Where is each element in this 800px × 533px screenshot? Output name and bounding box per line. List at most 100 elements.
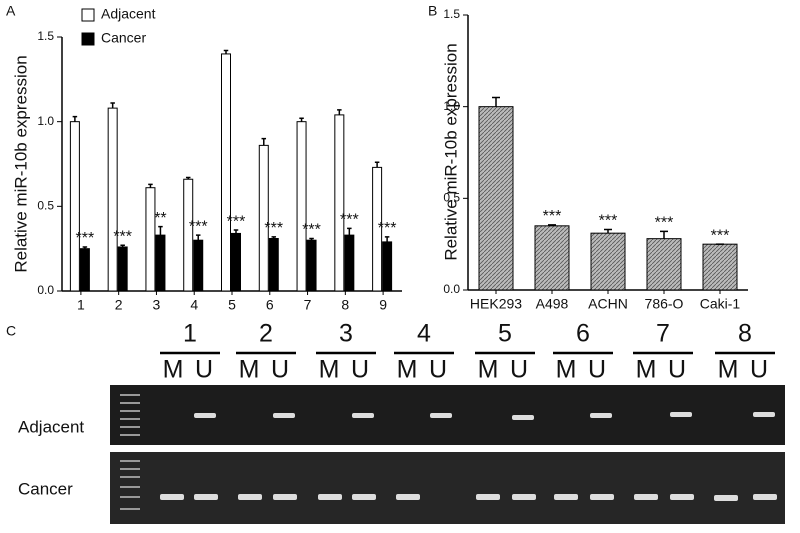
error-bar (548, 224, 556, 226)
y-axis-label: Relative miR-10b expression (11, 55, 30, 272)
error-bar (271, 236, 277, 239)
panel-label: A (6, 3, 16, 19)
significance-label: *** (113, 228, 132, 245)
y-tick-label: 0.5 (37, 199, 54, 213)
x-tick-label: 786-O (645, 296, 684, 312)
y-tick-label: 0.0 (443, 282, 460, 296)
lane-label: 6 (576, 320, 590, 348)
x-tick-label: A498 (536, 296, 569, 312)
significance-label: ** (154, 210, 166, 227)
x-tick-label: 3 (153, 297, 161, 313)
x-tick-label: HEK293 (470, 296, 522, 312)
bar (306, 239, 317, 292)
lane-label: 8 (738, 320, 752, 348)
significance-label: *** (711, 227, 730, 244)
row-label: Cancer (18, 479, 73, 498)
x-tick-label: 4 (190, 297, 198, 313)
significance-label: *** (302, 222, 321, 239)
bar (268, 238, 279, 292)
significance-label: *** (655, 215, 674, 232)
bar (702, 243, 738, 291)
significance-label: *** (189, 218, 208, 235)
lane-label: 7 (656, 320, 670, 348)
y-tick-label: 1.5 (37, 29, 54, 43)
significance-label: *** (76, 230, 95, 247)
y-tick-label: 0.0 (37, 283, 54, 297)
x-tick-label: 9 (379, 297, 387, 313)
well-label: M (556, 356, 577, 384)
well-label: U (668, 356, 686, 384)
x-tick-label: 1 (77, 297, 85, 313)
significance-label: *** (378, 220, 397, 237)
error-bar (337, 109, 342, 115)
error-bar (195, 234, 201, 241)
significance-label: *** (227, 213, 246, 230)
lane-label: 2 (259, 320, 273, 348)
x-tick-label: ACHN (588, 296, 628, 312)
gel-image (10, 385, 785, 524)
error-bar (492, 96, 500, 107)
significance-label: *** (543, 208, 562, 225)
bar (590, 232, 626, 291)
bar (334, 114, 345, 292)
well-label: U (750, 356, 768, 384)
bar (258, 144, 269, 292)
bar (221, 53, 231, 292)
y-axis-label: Relative miR-10b expression (441, 43, 460, 260)
x-tick-label: 2 (115, 297, 123, 313)
bar (155, 234, 166, 292)
well-label: U (588, 356, 606, 384)
bar (382, 241, 393, 292)
bar (117, 246, 128, 292)
error-bar (384, 236, 390, 242)
error-bar (72, 115, 78, 122)
significance-label: *** (599, 213, 618, 230)
panel-label: B (428, 3, 437, 19)
bar (231, 232, 241, 292)
x-tick-label: 7 (304, 297, 312, 313)
y-tick-label: 1.0 (443, 99, 460, 113)
bar (145, 187, 156, 292)
panel-label: C (6, 323, 16, 339)
y-tick-label: 0.5 (443, 191, 460, 205)
significance-label: *** (264, 220, 283, 237)
error-bar (223, 49, 229, 54)
row-label: Adjacent (18, 417, 84, 436)
x-tick-label: 8 (341, 297, 349, 313)
bar (79, 248, 90, 292)
well-label: M (319, 356, 340, 384)
bar (107, 107, 118, 292)
lane-label: 5 (498, 320, 512, 348)
error-bar (309, 237, 314, 241)
well-label: U (351, 356, 369, 384)
error-bar (660, 230, 668, 239)
error-bar (299, 117, 304, 122)
well-label: U (429, 356, 447, 384)
x-tick-label: 6 (266, 297, 274, 313)
error-bar (158, 225, 163, 236)
legend-label: Cancer (101, 30, 146, 46)
error-bar (374, 161, 380, 168)
error-bar (261, 137, 267, 146)
error-bar (233, 229, 239, 234)
x-tick-label: Caki-1 (700, 296, 741, 312)
error-bar (82, 246, 88, 249)
well-label: M (239, 356, 260, 384)
error-bar (347, 227, 352, 236)
lane-label: 1 (183, 320, 197, 348)
bar (344, 234, 355, 292)
error-bar (120, 244, 125, 247)
well-label: U (271, 356, 289, 384)
significance-label: *** (340, 212, 359, 229)
legend-swatch (81, 32, 95, 46)
error-bar (185, 176, 191, 180)
error-bar (148, 183, 153, 188)
bar (478, 106, 514, 291)
bar (534, 225, 570, 291)
bar (646, 238, 682, 291)
lane-label: 4 (417, 320, 431, 348)
error-bar (110, 102, 115, 109)
well-label: M (718, 356, 739, 384)
well-label: M (478, 356, 499, 384)
